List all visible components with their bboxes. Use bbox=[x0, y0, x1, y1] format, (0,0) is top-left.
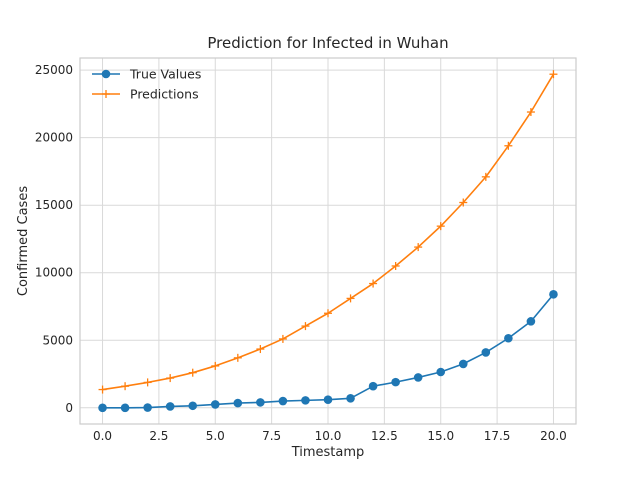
data-point bbox=[120, 403, 130, 413]
x-tick-label: 12.5 bbox=[371, 429, 398, 443]
data-point bbox=[301, 322, 310, 331]
legend-item: True Values bbox=[92, 67, 201, 82]
data-point bbox=[414, 243, 423, 252]
data-point bbox=[346, 294, 355, 303]
data-point bbox=[458, 359, 468, 369]
data-point bbox=[481, 348, 491, 357]
y-tick-label: 25000 bbox=[35, 63, 73, 77]
data-point bbox=[504, 141, 513, 150]
x-axis-label: Timestamp bbox=[291, 445, 365, 460]
data-point bbox=[121, 382, 130, 391]
legend: True Values Predictions bbox=[92, 67, 201, 102]
x-tick-label: 7.5 bbox=[262, 429, 281, 443]
data-point bbox=[436, 222, 445, 231]
data-point bbox=[256, 345, 265, 354]
data-point bbox=[324, 309, 332, 318]
data-point bbox=[278, 334, 287, 343]
data-point bbox=[413, 373, 423, 382]
data-point bbox=[143, 378, 152, 387]
x-tick-label: 15.0 bbox=[427, 429, 454, 443]
x-tick-label: 17.5 bbox=[484, 429, 511, 443]
y-tick-label: 0 bbox=[65, 401, 73, 415]
grid bbox=[80, 58, 576, 424]
data-point bbox=[481, 172, 490, 181]
legend-item: Predictions bbox=[92, 87, 199, 102]
data-point bbox=[98, 385, 107, 394]
y-tick-label: 15000 bbox=[35, 198, 73, 212]
data-point bbox=[165, 402, 175, 411]
series bbox=[98, 70, 558, 413]
chart-title: Prediction for Infected in Wuhan bbox=[207, 34, 448, 52]
x-tick-label: 10.0 bbox=[315, 429, 342, 443]
legend-marker bbox=[102, 90, 110, 98]
data-point bbox=[549, 70, 558, 79]
data-point bbox=[436, 367, 446, 377]
data-point bbox=[188, 368, 197, 377]
data-point bbox=[188, 401, 198, 411]
data-point bbox=[233, 398, 243, 408]
ticks: 0.0 2.5 5.0 7.5 10.0 12.5 15.0 17.5 20.0 0 5000 100… bbox=[35, 63, 567, 443]
x-tick-label: 0.0 bbox=[93, 429, 112, 443]
y-tick-label: 20000 bbox=[35, 131, 73, 145]
x-tick-label: 2.5 bbox=[149, 429, 168, 443]
legend-label: True Values bbox=[129, 67, 201, 82]
series-true-values bbox=[98, 290, 558, 413]
legend-marker bbox=[101, 69, 111, 79]
data-point bbox=[549, 290, 558, 299]
data-point bbox=[233, 353, 242, 362]
y-tick-label: 5000 bbox=[42, 333, 73, 347]
x-tick-label: 5.0 bbox=[206, 429, 225, 443]
data-point bbox=[98, 403, 107, 413]
data-point bbox=[256, 398, 265, 407]
data-point bbox=[211, 361, 220, 370]
plot-frame bbox=[79, 57, 577, 425]
x-tick-label: 20.0 bbox=[540, 429, 567, 443]
data-point bbox=[391, 377, 400, 387]
series-predictions bbox=[98, 70, 558, 394]
data-point bbox=[210, 400, 220, 409]
data-point bbox=[526, 317, 536, 326]
data-point bbox=[504, 333, 513, 343]
data-point bbox=[526, 108, 535, 117]
y-axis-label: Confirmed Cases bbox=[16, 186, 31, 296]
data-point bbox=[323, 395, 333, 404]
data-point bbox=[369, 279, 378, 288]
data-point bbox=[166, 374, 175, 383]
data-point bbox=[391, 261, 400, 270]
data-point bbox=[278, 396, 288, 406]
data-point bbox=[143, 403, 152, 412]
legend-label: Predictions bbox=[130, 87, 199, 102]
data-point bbox=[368, 381, 378, 391]
data-point bbox=[301, 396, 310, 405]
data-point bbox=[459, 198, 468, 207]
data-point bbox=[346, 394, 355, 403]
y-tick-label: 10000 bbox=[35, 266, 73, 280]
